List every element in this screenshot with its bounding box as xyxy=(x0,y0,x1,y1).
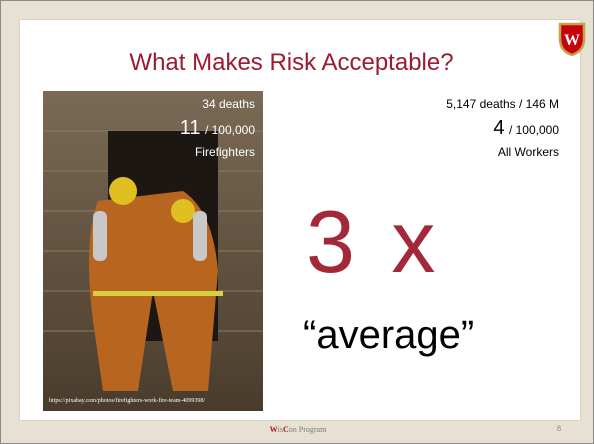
photo-rate: 11 xyxy=(180,117,201,139)
photo-rate-line: 11 / 100,000 xyxy=(180,117,255,140)
comparison-deaths: 5,147 deaths / 146 M xyxy=(446,97,559,111)
brand-part: Program xyxy=(297,425,327,434)
photo-group: Firefighters xyxy=(195,145,255,159)
multiplier: 3 x xyxy=(306,191,441,293)
comparison-rate-line: 4 / 100,000 xyxy=(493,117,559,140)
comparison-group: All Workers xyxy=(498,145,559,159)
caption: “average” xyxy=(303,313,474,358)
photo-per: / 100,000 xyxy=(205,123,255,137)
footer-brand: WisCon Program xyxy=(1,425,594,434)
brand-part: on xyxy=(289,425,297,434)
brand-part: W xyxy=(270,425,278,434)
slide-title: What Makes Risk Acceptable? xyxy=(19,49,564,77)
slide: What Makes Risk Acceptable? W 34 deaths … xyxy=(0,0,594,444)
crest: W xyxy=(557,21,587,57)
page-number: 8 xyxy=(557,424,561,433)
comparison-per: / 100,000 xyxy=(509,123,559,137)
svg-text:W: W xyxy=(564,32,580,49)
photo-deaths: 34 deaths xyxy=(202,97,255,111)
photo-credit: https://pixabay.com/photos/firefighters-… xyxy=(49,398,205,404)
comparison-rate: 4 xyxy=(493,117,504,139)
